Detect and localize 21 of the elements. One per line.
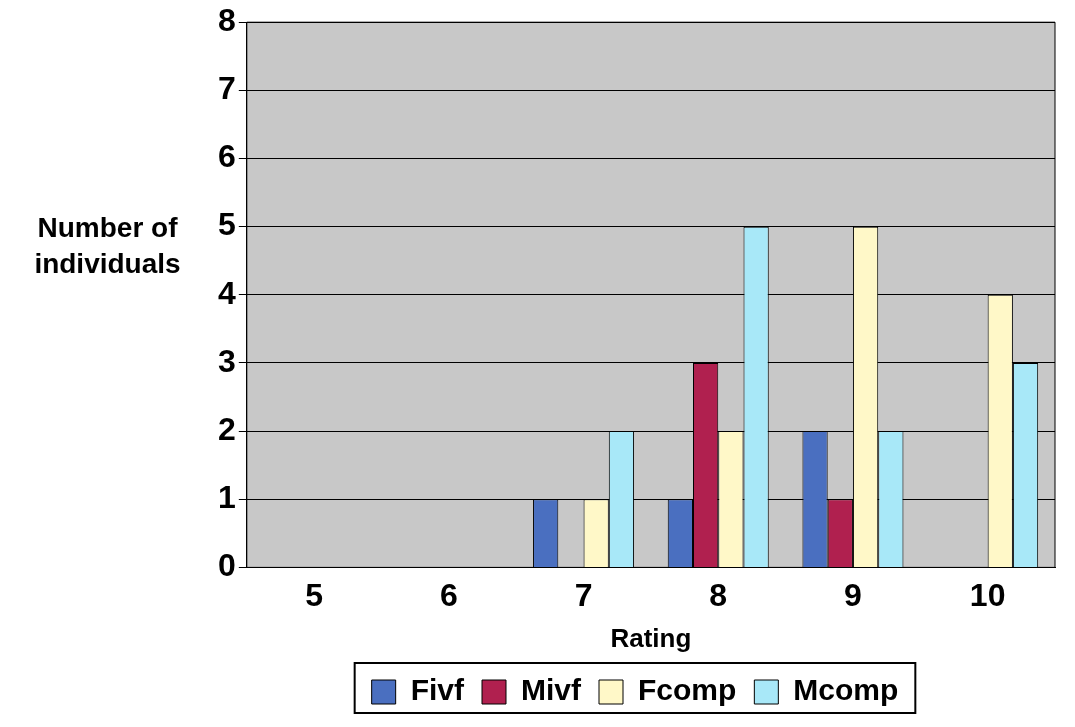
legend-label: Mcomp [793, 673, 899, 707]
x-axis-title: Rating [610, 622, 692, 653]
y-tick-label: 7 [218, 70, 236, 107]
x-tick-label: 10 [969, 577, 1006, 614]
x-tick-label: 5 [305, 577, 324, 614]
y-tick-label: 1 [218, 479, 236, 516]
legend-label: Fivf [410, 673, 466, 707]
legend-label: Fcomp [638, 673, 737, 707]
y-tick-label: 8 [218, 2, 236, 39]
x-tick-label: 9 [844, 577, 862, 614]
y-tick-label: 5 [218, 206, 236, 243]
y-tick-label: 2 [218, 410, 236, 447]
y-tick-label: 4 [218, 274, 236, 311]
y-tick-label: 0 [218, 547, 236, 584]
x-tick-label: 8 [709, 577, 728, 614]
y-tick-label: 6 [218, 138, 236, 175]
x-tick-label: 7 [574, 577, 593, 614]
y-tick-label: 3 [218, 342, 236, 379]
x-tick-label: 6 [439, 577, 458, 614]
legend-label: Mivf [521, 673, 583, 707]
y-axis-title: Number of individuals [33, 211, 182, 281]
